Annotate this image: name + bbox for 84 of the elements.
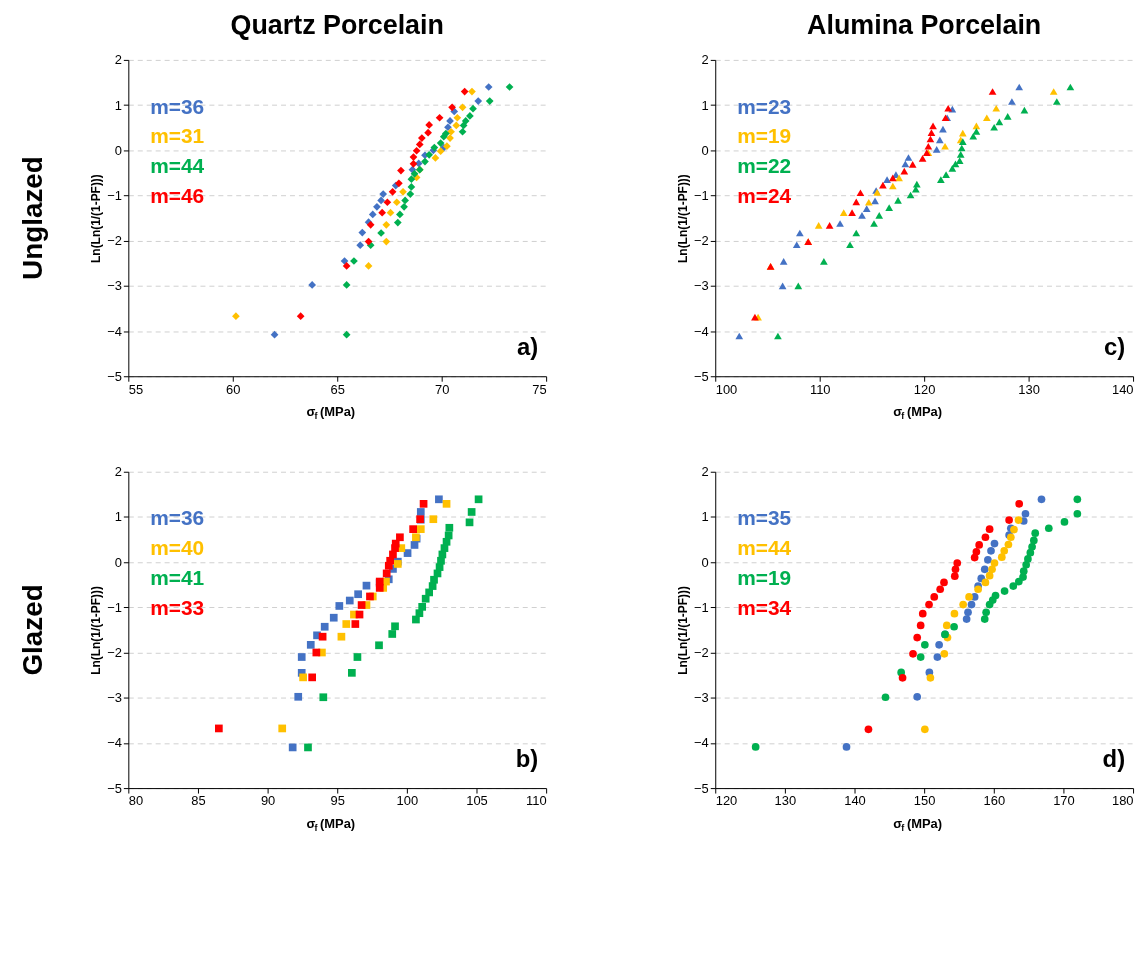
y-axis-title: Ln(Ln(1/(1-PF))) — [89, 174, 104, 263]
y-tick-label: 0 — [114, 142, 122, 158]
text: m=40 — [150, 536, 205, 560]
x-tick-label: 65 — [330, 381, 345, 397]
y-axis-title: Ln(Ln(1/(1-PF))) — [89, 586, 104, 675]
y-tick-label: −3 — [107, 690, 122, 706]
x-tick-label: 85 — [191, 793, 206, 809]
text: m=19 — [737, 566, 792, 590]
y-tick-label: 0 — [701, 142, 709, 158]
y-axis-title: Ln(Ln(1/(1-PF))) — [676, 586, 691, 675]
x-tick-label: 60 — [226, 381, 241, 397]
y-tick-label: 1 — [701, 509, 709, 525]
text: m=41 — [150, 566, 205, 590]
y-tick-label: −1 — [694, 599, 709, 615]
text: m=22 — [737, 154, 792, 178]
y-tick-label: 2 — [701, 464, 709, 480]
y-tick-label: −1 — [107, 599, 122, 615]
x-tick-label: 110 — [526, 793, 547, 809]
x-tick-label: 170 — [1053, 793, 1075, 809]
text: m=31 — [150, 124, 205, 148]
y-tick-label: −5 — [694, 368, 709, 384]
text: m=44 — [737, 536, 792, 560]
text: m=46 — [150, 184, 205, 208]
y-tick-label: 0 — [701, 554, 709, 570]
text: m=44 — [150, 154, 205, 178]
x-tick-label: 150 — [913, 793, 936, 809]
x-tick-label: 95 — [330, 793, 345, 809]
y-tick-label: −5 — [694, 780, 709, 796]
text: m=36 — [150, 94, 205, 118]
x-tick-label: 75 — [532, 381, 547, 397]
y-tick-label: −3 — [694, 278, 709, 294]
y-tick-label: −3 — [694, 690, 709, 706]
x-tick-label: 180 — [1111, 793, 1134, 809]
y-tick-label: −4 — [694, 735, 709, 751]
x-tick-label: 105 — [466, 793, 488, 809]
y-tick-label: −3 — [107, 278, 122, 294]
y-tick-label: −2 — [694, 233, 709, 249]
y-tick-label: −5 — [107, 780, 122, 796]
y-tick-label: −1 — [694, 187, 709, 203]
x-tick-label: 70 — [434, 381, 450, 397]
y-tick-label: −2 — [694, 644, 709, 660]
text: m=36 — [150, 506, 205, 530]
annotation: a) — [516, 333, 539, 361]
text: Unglazed — [16, 156, 48, 280]
text: m=33 — [150, 595, 205, 619]
y-tick-label: 2 — [114, 52, 122, 68]
x-tick-label: 55 — [128, 381, 144, 397]
x-tick-label: 120 — [913, 381, 936, 397]
y-tick-label: −1 — [107, 187, 122, 203]
x-tick-label: 120 — [715, 793, 738, 809]
x-tick-label: 160 — [983, 793, 1006, 809]
y-tick-label: 1 — [114, 509, 122, 525]
x-tick-label: 90 — [260, 793, 276, 809]
y-tick-label: −2 — [107, 644, 122, 660]
y-tick-label: −4 — [694, 323, 709, 339]
y-axis-title: Ln(Ln(1/(1-PF))) — [676, 174, 691, 263]
x-tick-label: 100 — [715, 381, 738, 397]
chart-title: Alumina Porcelain — [807, 10, 1042, 41]
series-label: m=24 — [737, 184, 792, 208]
text: Glazed — [16, 584, 48, 676]
y-tick-label: −4 — [107, 323, 122, 339]
y-tick-label: 1 — [701, 97, 709, 113]
y-tick-label: 0 — [114, 554, 122, 570]
y-tick-label: −4 — [107, 735, 122, 751]
x-tick-label: 140 — [1111, 381, 1134, 397]
annotation: c) — [1103, 333, 1126, 361]
y-tick-label: 1 — [114, 97, 122, 113]
x-tick-label: 110 — [809, 381, 831, 397]
annotation: b) — [515, 745, 539, 773]
text: m=35 — [737, 506, 792, 530]
x-tick-label: 100 — [396, 793, 419, 809]
x-tick-label: 130 — [1018, 381, 1040, 397]
x-tick-label: 140 — [844, 793, 866, 809]
y-tick-label: −5 — [107, 368, 122, 384]
y-tick-label: −2 — [107, 233, 122, 249]
chart-title: Quartz Porcelain — [230, 10, 444, 41]
text: m=23 — [737, 94, 792, 118]
y-tick-label: 2 — [114, 464, 122, 480]
text: m=19 — [737, 124, 792, 148]
y-tick-label: 2 — [701, 52, 709, 68]
x-tick-label: 130 — [774, 793, 797, 809]
annotation: d) — [1102, 745, 1126, 773]
text: m=34 — [737, 595, 792, 619]
x-tick-label: 80 — [128, 793, 144, 809]
